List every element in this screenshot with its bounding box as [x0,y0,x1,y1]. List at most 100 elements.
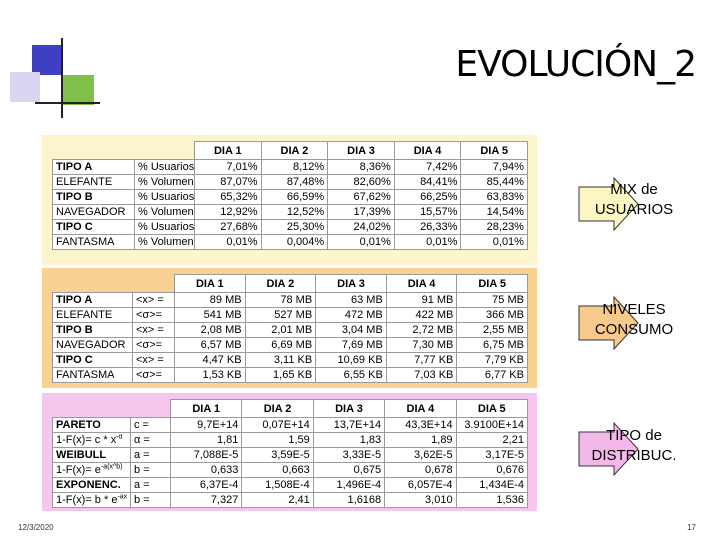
cell-value: 91 MB [385,292,458,308]
cell-value: 0,07E+14 [241,417,314,433]
table-row: TIPO C% Usuarios 27,68% 25,30% 24,02% 26,33%… [52,219,528,235]
cell-value: 0,633 [169,462,243,478]
blank-cell [53,400,131,418]
cell-value: 3.9100E+14 [455,417,528,433]
cell-value: 1,53 KB [174,367,246,383]
table-row: TIPO B% Usuarios 65,32% 66,59% 67,62% 66,25%… [52,189,528,205]
cell-value: 1,81 [169,432,243,448]
cell-value: 6,57 MB [174,337,246,353]
cell-value: 10,69 KB [315,352,387,368]
column-header: DIA 3 [327,141,395,160]
cell-value: 28,23% [460,219,528,235]
column-header: DIA 5 [456,274,528,293]
formula-text: 1-F(x)= e [56,464,101,476]
cell-value: 422 MB [385,307,458,323]
cell-value: 6,057E-4 [384,477,457,493]
cell-value: 472 MB [315,307,387,323]
cell-value: 6,69 MB [244,337,317,353]
cell-value: 0,678 [384,462,457,478]
parameter-label: <x> = [132,292,175,308]
cell-value: 2,21 [455,432,528,448]
cell-value: 87,48% [260,174,329,190]
cell-value: 3,62E-5 [384,447,457,463]
cell-value: 8,12% [260,159,329,175]
cell-value: 6,55 KB [315,367,387,383]
parameter-label: b = [130,492,171,508]
table-row: 1-F(x)= c * x-α α = 1,81 1,59 1,83 1,89 2,21 [52,432,528,448]
column-header: DIA 5 [455,399,528,418]
row-label: 1-F(x)= b * e-ax [52,492,131,508]
cell-value: 17,39% [327,204,395,220]
cell-value: 87,07% [194,174,262,190]
cell-value: 85,44% [460,174,528,190]
data-table: DIA 1 DIA 2 DIA 3 DIA 4 DIA 5 PARETO c = 9,7E+1… [52,399,528,508]
cell-value: 6,75 MB [456,337,528,353]
cell-value: 3,33E-5 [312,447,386,463]
arrow [578,422,639,476]
cell-value: 3,59E-5 [241,447,314,463]
table-row: ELEFANTE% Volumen 87,07% 87,48% 82,60% 84,41… [52,174,528,190]
blank-cell [135,142,195,160]
cell-value: 7,94% [460,159,528,175]
cell-value: 1,434E-4 [455,477,528,493]
cell-value: 4,47 KB [174,352,246,368]
side-label: NIVELES CONSUMO [594,301,674,338]
cell-value: 0,01% [460,234,528,250]
table-panel: DIA 1 DIA 2 DIA 3 DIA 4 DIA 5 PARETO c = 9,7E+1… [42,393,537,511]
row-label: NAVEGADOR [52,204,135,220]
formula-exponent: -a(x^b) [100,463,123,471]
cell-value: 7,77 KB [385,352,458,368]
cell-value: 27,68% [194,219,262,235]
cell-value: 0,01% [393,234,462,250]
cell-value: 541 MB [174,307,246,323]
parameter-label: a = [130,477,171,493]
slide-title: EVOLUCIÓN_2 [455,44,697,85]
table-row: TIPO B <x> = 2,08 MB 2,01 MB 3,04 MB 2,72 MB 2… [52,322,528,338]
cell-value: 15,57% [393,204,462,220]
cell-value: 89 MB [174,292,246,308]
column-header: DIA 5 [460,141,528,160]
cell-value: 7,30 MB [385,337,458,353]
table-row: 1-F(x)= b * e-ax b = 7,327 2,41 1,6168 3,010 1… [52,492,528,508]
table-row: PARETO c = 9,7E+14 0,07E+14 13,7E+14 43,3E+14… [52,417,528,433]
table-row: FANTASMA <σ>= 1,53 KB 1,65 KB 6,55 KB 7,03 KB… [52,367,528,383]
cell-value: 7,088E-5 [169,447,243,463]
cell-value: 1,508E-4 [241,477,314,493]
cell-value: 7,69 MB [315,337,387,353]
parameter-label: % Volumen [134,204,195,220]
cell-value: 78 MB [244,292,317,308]
arrow [578,296,639,350]
parameter-label: % Usuarios [134,159,195,175]
cell-value: 13,7E+14 [312,417,386,433]
blank-cell [133,275,175,293]
cell-value: 7,01% [194,159,262,175]
cell-value: 67,62% [327,189,395,205]
row-label: FANTASMA [52,234,135,250]
column-header: DIA 4 [393,141,462,160]
arrow [578,177,639,231]
header-row: DIA 1 DIA 2 DIA 3 DIA 4 DIA 5 [53,274,528,293]
parameter-label: b = [130,462,171,478]
cell-value: 0,663 [241,462,314,478]
column-header: DIA 1 [174,274,246,293]
cell-value: 7,327 [169,492,243,508]
cell-value: 3,04 MB [315,322,387,338]
row-label: TIPO C [52,219,135,235]
cell-value: 1,496E-4 [312,477,386,493]
row-label: TIPO B [52,189,135,205]
decoration [10,38,100,118]
table-row: TIPO A <x> = 89 MB 78 MB 63 MB 91 MB 75 MB [52,292,528,308]
formula-text: 1-F(x)= c * x [56,434,117,446]
row-label: TIPO A [52,159,135,175]
blank-cell [53,275,133,293]
row-label: ELEFANTE [52,307,133,323]
cell-value: 527 MB [244,307,317,323]
cell-value: 7,03 KB [385,367,458,383]
side-label: MIX de USUARIOS [594,181,674,218]
cell-value: 1,6168 [312,492,386,508]
row-label: 1-F(x)= e-a(x^b) [52,462,131,478]
row-label: EXPONENC. [52,477,131,493]
cell-value: 3,11 KB [244,352,317,368]
cell-value: 2,01 MB [244,322,317,338]
cell-value: 84,41% [393,174,462,190]
